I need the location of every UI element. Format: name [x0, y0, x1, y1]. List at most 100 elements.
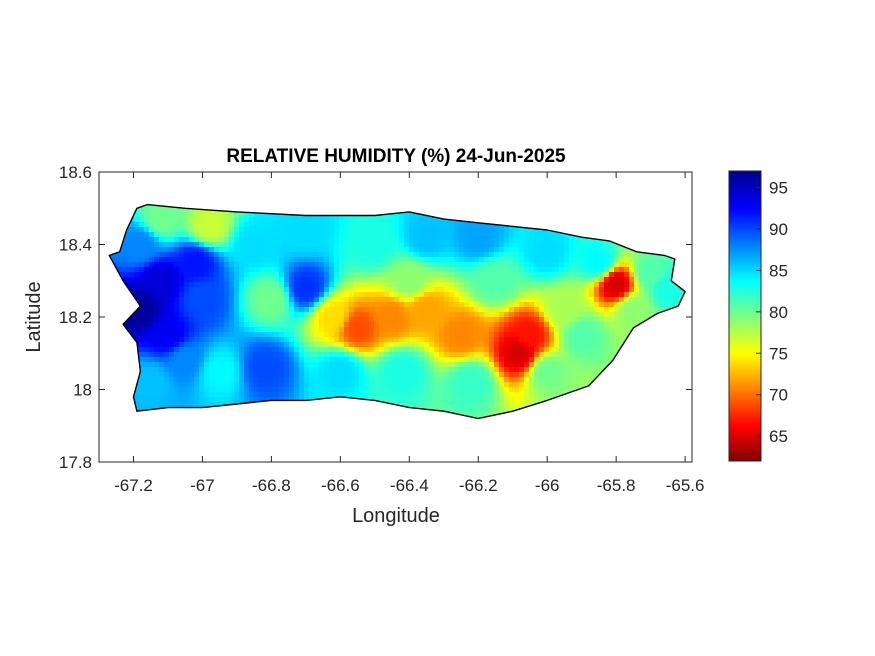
heat-cell: [479, 312, 485, 318]
heat-cell: [499, 372, 505, 378]
heat-cell: [614, 272, 620, 278]
heat-cell: [349, 372, 355, 378]
heat-cell: [429, 327, 435, 333]
heat-cell: [169, 297, 175, 303]
heat-cell: [259, 252, 265, 258]
heat-cell: [364, 337, 370, 343]
heat-cell: [509, 232, 515, 238]
heat-cell: [389, 317, 395, 323]
heat-cell: [469, 252, 475, 258]
heat-cell: [374, 342, 380, 348]
heat-cell: [394, 242, 400, 248]
heat-cell: [529, 287, 535, 293]
heat-cell: [224, 342, 230, 348]
heat-cell: [199, 252, 205, 258]
heat-cell: [474, 227, 480, 233]
heat-cell: [549, 327, 555, 333]
heat-cell: [334, 262, 340, 268]
heat-cell: [674, 302, 680, 308]
heat-cell: [604, 342, 610, 348]
heat-cell: [294, 232, 300, 238]
heat-cell: [484, 362, 490, 368]
heat-cell: [499, 227, 505, 233]
heat-cell: [609, 272, 615, 278]
heat-cell: [509, 307, 515, 313]
heat-cell: [284, 242, 290, 248]
heat-cell: [149, 307, 155, 313]
heat-cell: [614, 257, 620, 263]
heat-cell: [179, 277, 185, 283]
heat-cell: [479, 287, 485, 293]
heat-cell: [434, 357, 440, 363]
heat-cell: [429, 257, 435, 263]
heat-cell: [629, 292, 635, 298]
heat-cell: [574, 372, 580, 378]
heat-cell: [399, 247, 405, 253]
heat-cell: [194, 362, 200, 368]
heat-cell: [589, 262, 595, 268]
heat-cell: [194, 377, 200, 383]
heat-cell: [254, 337, 260, 343]
heat-cell: [379, 242, 385, 248]
heat-cell: [384, 312, 390, 318]
heat-cell: [304, 227, 310, 233]
heat-cell: [264, 372, 270, 378]
heat-cell: [584, 262, 590, 268]
heat-cell: [504, 312, 510, 318]
heat-cell: [199, 347, 205, 353]
heat-cell: [494, 297, 500, 303]
heat-cell: [594, 332, 600, 338]
heat-cell: [524, 357, 530, 363]
heat-cell: [239, 292, 245, 298]
heat-cell: [204, 222, 210, 228]
heat-cell: [164, 232, 170, 238]
heat-cell: [649, 252, 655, 258]
heat-cell: [524, 242, 530, 248]
heat-cell: [414, 347, 420, 353]
heat-cell: [279, 307, 285, 313]
heat-cell: [149, 297, 155, 303]
heat-cell: [129, 272, 135, 278]
heat-cell: [139, 242, 145, 248]
heat-cell: [389, 212, 395, 218]
heat-cell: [134, 337, 140, 343]
heat-cell: [294, 327, 300, 333]
heat-cell: [339, 302, 345, 308]
heat-cell: [429, 362, 435, 368]
heat-cell: [559, 337, 565, 343]
heat-cell: [379, 217, 385, 223]
heat-cell: [489, 247, 495, 253]
heat-cell: [219, 267, 225, 273]
heat-cell: [299, 257, 305, 263]
heat-cell: [289, 222, 295, 228]
heat-cell: [309, 272, 315, 278]
heat-cell: [334, 247, 340, 253]
heat-cell: [564, 342, 570, 348]
heat-cell: [434, 222, 440, 228]
heat-cell: [374, 292, 380, 298]
heat-cell: [524, 282, 530, 288]
heat-cell: [384, 282, 390, 288]
heat-cell: [354, 287, 360, 293]
heat-cell: [214, 332, 220, 338]
heat-cell: [589, 267, 595, 273]
heat-cell: [344, 362, 350, 368]
heat-cell: [249, 362, 255, 368]
heat-cell: [204, 267, 210, 273]
heat-cell: [219, 282, 225, 288]
heat-cell: [134, 312, 140, 318]
heat-cell: [149, 252, 155, 258]
heat-cell: [589, 352, 595, 358]
heat-cell: [264, 252, 270, 258]
heat-cell: [354, 312, 360, 318]
heat-cell: [149, 277, 155, 283]
heat-cell: [489, 262, 495, 268]
heat-cell: [159, 212, 165, 218]
heat-cell: [329, 372, 335, 378]
heat-cell: [189, 377, 195, 383]
heat-cell: [284, 237, 290, 243]
heat-cell: [299, 222, 305, 228]
heat-cell: [144, 357, 150, 363]
heat-cell: [439, 302, 445, 308]
heat-cell: [389, 362, 395, 368]
